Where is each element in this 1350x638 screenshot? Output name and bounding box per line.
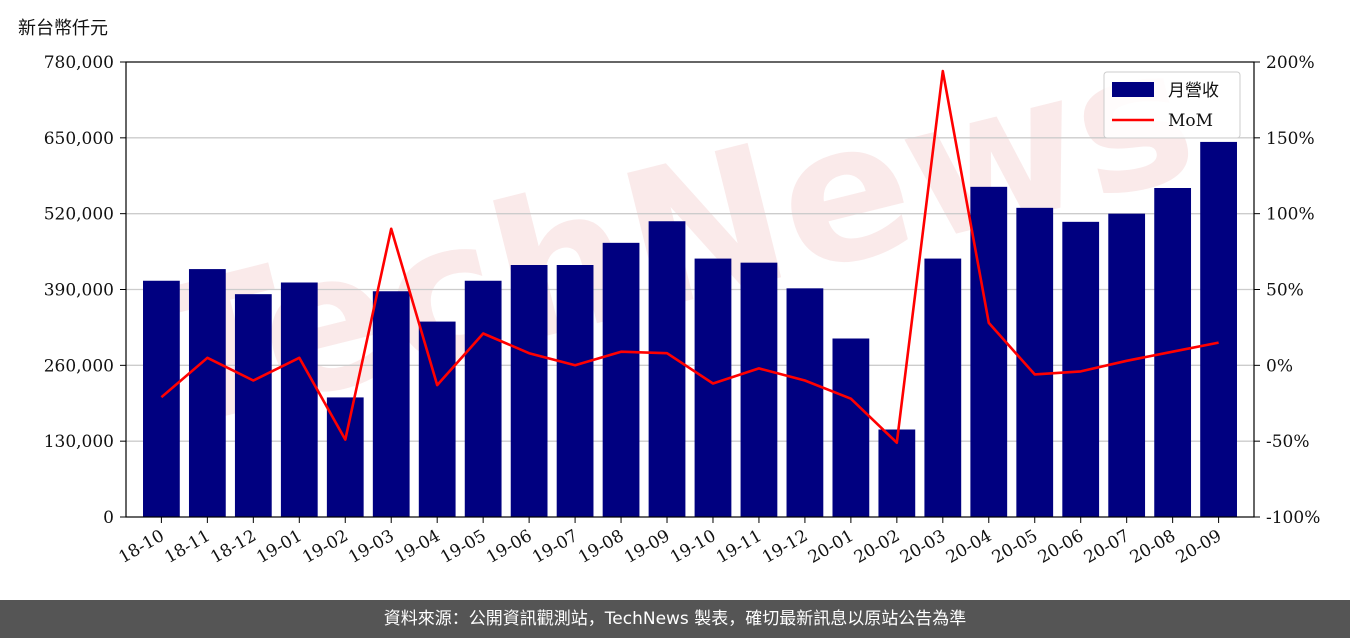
legend-label-revenue: 月營收 <box>1168 81 1219 101</box>
bar <box>234 294 272 517</box>
x-tick-label: 19-01 <box>253 526 305 568</box>
x-tick-label: 19-05 <box>437 526 489 568</box>
x-tick-label: 20-05 <box>989 526 1041 568</box>
y-left-tick-label: 780,000 <box>44 53 114 73</box>
y-right-tick-label: -100% <box>1266 508 1320 528</box>
bar <box>556 265 594 517</box>
bar <box>602 242 640 518</box>
y-right-tick-label: 50% <box>1266 281 1304 301</box>
x-tick-label: 20-03 <box>897 526 949 568</box>
x-tick-label: 20-01 <box>805 526 857 568</box>
x-tick-label: 18-10 <box>115 526 167 568</box>
x-tick-label: 20-04 <box>943 526 995 568</box>
bar <box>1108 213 1146 517</box>
x-tick-label: 20-08 <box>1127 526 1179 568</box>
x-tick-label: 19-12 <box>759 526 811 568</box>
x-tick-label: 19-03 <box>345 526 397 568</box>
bar <box>694 258 732 517</box>
legend-label-mom: MoM <box>1168 111 1213 131</box>
bar <box>786 288 824 517</box>
y-left-tick-label: 650,000 <box>44 129 114 149</box>
x-tick-label: 20-09 <box>1173 526 1225 568</box>
revenue-chart: TechNews0130,000260,000390,000520,000650… <box>44 1 1321 568</box>
x-tick-label: 19-07 <box>529 526 581 568</box>
x-tick-label: 19-04 <box>391 526 443 568</box>
bar <box>510 265 548 517</box>
bar <box>970 186 1008 518</box>
y-axis-unit-label: 新台幣仟元 <box>18 18 108 39</box>
y-left-tick-label: 130,000 <box>44 432 114 452</box>
y-left-tick-label: 0 <box>103 508 114 528</box>
x-tick-label: 19-09 <box>621 526 673 568</box>
bar <box>648 221 686 517</box>
source-footer: 資料來源：公開資訊觀測站，TechNews 製表，確切最新訊息以原站公告為準 <box>0 600 1350 638</box>
x-tick-label: 19-06 <box>483 526 535 568</box>
bar <box>924 258 962 517</box>
x-tick-label: 19-11 <box>713 526 765 568</box>
y-right-tick-label: -50% <box>1266 432 1310 452</box>
bar <box>464 280 502 517</box>
chart-area: 新台幣仟元 TechNews 0 130,000 260,000 390,000 520,… <box>18 1 1321 568</box>
bar <box>418 321 456 517</box>
y-right-tick-label: 150% <box>1266 129 1315 149</box>
x-tick-label: 19-08 <box>575 526 627 568</box>
y-right-tick-label: 0% <box>1266 356 1293 376</box>
plot-frame <box>125 61 1255 518</box>
y-left-tick-label: 390,000 <box>44 281 114 301</box>
bar <box>188 269 226 517</box>
bar <box>372 291 410 517</box>
x-tick-label: 18-12 <box>207 526 259 568</box>
y-right-tick-label: 100% <box>1266 205 1315 225</box>
x-tick-label: 18-11 <box>161 526 213 568</box>
y-left-tick-label: 260,000 <box>44 356 114 376</box>
mom-line <box>160 69 1219 445</box>
bar <box>878 429 916 517</box>
bar <box>143 280 180 517</box>
y-left-tick-label: 520,000 <box>44 205 114 225</box>
x-tick-label: 20-02 <box>851 526 903 568</box>
bar <box>1016 207 1054 518</box>
bar <box>832 338 870 517</box>
bar <box>1200 141 1237 517</box>
legend-swatch-revenue <box>1112 82 1154 97</box>
bar <box>740 262 778 517</box>
bar <box>280 282 318 517</box>
y-right-tick-label: 200% <box>1266 53 1315 73</box>
x-tick-label: 19-02 <box>299 526 351 568</box>
x-tick-label: 19-10 <box>667 526 719 568</box>
x-tick-label: 20-06 <box>1035 526 1087 568</box>
x-tick-label: 20-07 <box>1081 526 1133 568</box>
